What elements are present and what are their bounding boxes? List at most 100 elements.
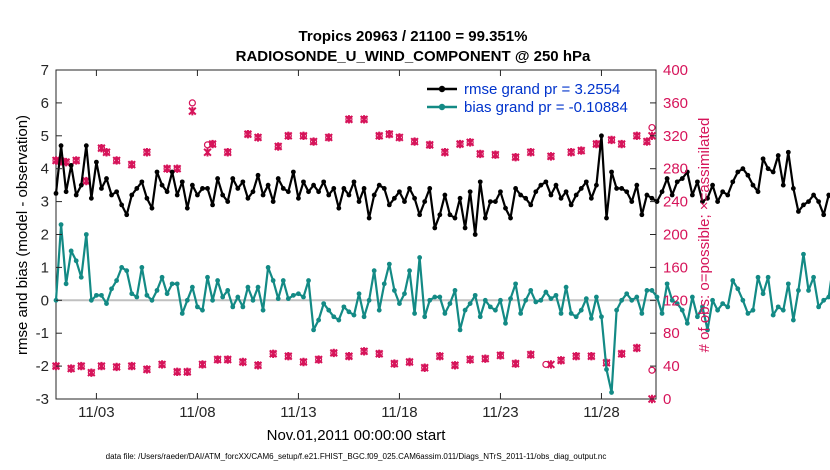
- rmse-point: [58, 143, 64, 149]
- bias-point: [720, 301, 726, 306]
- bias-point: [619, 297, 625, 303]
- bias-point: [755, 274, 761, 280]
- bias-point: [573, 314, 579, 320]
- obs-assimilated-marker: [223, 148, 232, 157]
- rmse-point: [149, 205, 155, 211]
- bias-point: [397, 301, 402, 306]
- bias-point: [321, 301, 327, 306]
- bias-point: [543, 289, 549, 295]
- rmse-point: [220, 192, 226, 198]
- rmse-point: [53, 190, 59, 196]
- obs-assimilated-marker: [385, 129, 394, 139]
- bias-point: [604, 366, 609, 372]
- bias-point: [326, 307, 332, 313]
- bias-point: [124, 268, 130, 274]
- obs-assimilated-marker: [511, 359, 520, 368]
- rmse-point: [285, 189, 291, 195]
- rmse-point: [503, 205, 508, 211]
- rmse-point: [588, 195, 594, 201]
- bias-point: [614, 307, 620, 313]
- bias-point: [427, 297, 433, 303]
- rmse-point: [316, 189, 322, 195]
- obs-assimilated-marker: [405, 357, 414, 367]
- bias-point: [88, 297, 94, 303]
- rmse-point: [770, 169, 776, 175]
- rmse-point: [99, 186, 104, 191]
- bias-point: [73, 258, 79, 264]
- bias-point: [386, 261, 392, 267]
- legend-bias-marker: [438, 103, 446, 111]
- footnote: data file: /Users/raeder/DAI/ATM_forcXX/…: [106, 452, 607, 461]
- rmse-point: [750, 182, 756, 188]
- rmse-point: [381, 186, 387, 191]
- rmse-point: [139, 179, 145, 185]
- y-left-tick-label: -2: [36, 358, 49, 375]
- rmse-point: [447, 212, 453, 218]
- bias-point: [508, 296, 513, 302]
- bias-point: [780, 307, 786, 313]
- rmse-point: [548, 192, 554, 198]
- bias-point: [437, 294, 443, 300]
- obs-assimilated-marker: [511, 152, 520, 162]
- obs-assimilated-marker: [491, 150, 500, 159]
- rmse-point: [811, 192, 816, 198]
- bias-point: [472, 292, 478, 298]
- bias-point: [477, 314, 483, 320]
- rmse-point: [659, 189, 665, 195]
- rmse-point: [689, 192, 695, 198]
- bias-point: [245, 284, 251, 290]
- rmse-point: [780, 182, 786, 188]
- obs-assimilated-marker: [410, 137, 419, 146]
- rmse-point: [412, 195, 417, 201]
- bias-point: [740, 297, 746, 303]
- bias-point: [220, 294, 226, 300]
- bias-point: [790, 317, 796, 323]
- bias-point: [533, 299, 539, 305]
- bias-point: [639, 311, 645, 316]
- rmse-point: [513, 186, 518, 191]
- bias-point: [402, 291, 407, 297]
- legend: rmse grand pr = 3.2554 bias grand pr = -…: [427, 81, 628, 116]
- plot-area: [55, 69, 657, 400]
- rmse-point: [94, 159, 99, 165]
- y-axis-left-label: rmse and bias (model - observation): [14, 115, 31, 355]
- y-right-tick-label: 320: [663, 128, 688, 145]
- rmse-point: [765, 166, 771, 172]
- rmse-point: [487, 199, 493, 205]
- obs-assimilated-marker: [329, 348, 338, 358]
- rmse-point: [371, 192, 377, 198]
- bias-point: [553, 292, 559, 298]
- obs-assimilated-marker: [632, 343, 641, 353]
- rmse-point: [88, 195, 94, 201]
- rmse-point: [700, 199, 705, 205]
- rmse-point: [336, 205, 342, 211]
- rmse-point: [437, 212, 443, 218]
- obs-assimilated-marker: [546, 360, 556, 369]
- bias-point: [513, 281, 518, 287]
- rmse-point: [558, 195, 564, 201]
- rmse-point: [634, 182, 640, 188]
- rmse-point: [386, 202, 392, 208]
- rmse-point: [275, 176, 281, 181]
- rmse-point: [341, 186, 347, 191]
- obs-assimilated-marker: [440, 148, 449, 157]
- x-tick-label: 11/08: [179, 404, 215, 421]
- rmse-point: [533, 189, 539, 195]
- obs-assimilated-marker: [496, 351, 505, 360]
- rmse-point: [573, 192, 579, 198]
- bias-point: [725, 304, 731, 310]
- bias-point: [134, 294, 140, 300]
- bias-point: [270, 278, 276, 283]
- bias-point: [750, 307, 756, 313]
- bias-point: [558, 311, 564, 316]
- rmse-point: [159, 182, 165, 188]
- y-left-tick-label: 4: [41, 161, 49, 178]
- rmse-point: [669, 192, 675, 198]
- obs-assimilated-marker: [466, 138, 475, 147]
- y-left-tick-label: 6: [41, 95, 49, 112]
- bias-point: [523, 297, 529, 303]
- obs-assimilated-marker: [67, 364, 76, 373]
- y-right-tick-label: 400: [663, 62, 688, 79]
- y-right-tick-label: 200: [663, 227, 688, 244]
- y-left-tick-label: 1: [41, 259, 49, 276]
